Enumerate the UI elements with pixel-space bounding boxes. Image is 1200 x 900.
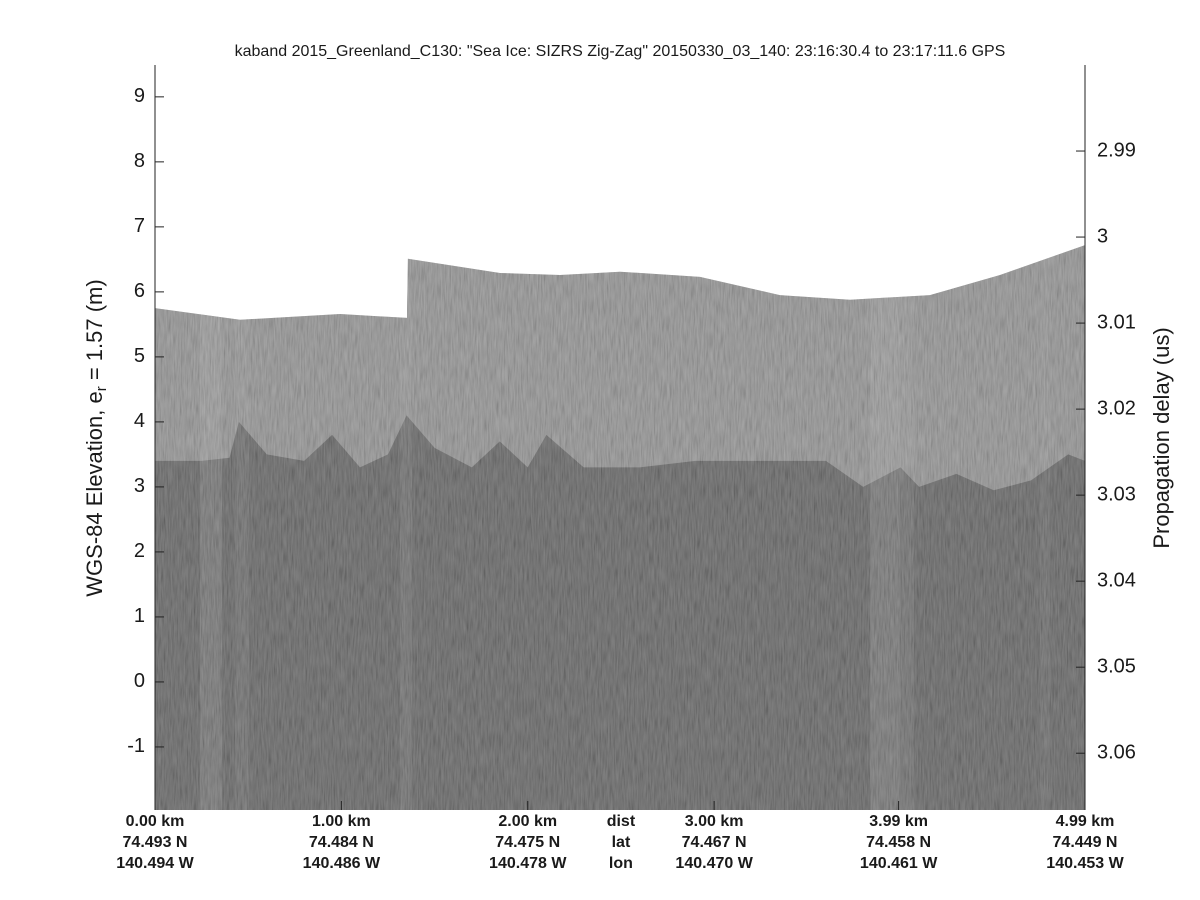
x-tick-label: 3.99 km (869, 813, 928, 830)
y-tick-label: 4 (134, 410, 145, 432)
y-label-sub: r (93, 386, 110, 391)
y-label-main: WGS-84 Elevation, e (82, 391, 107, 596)
y2-tick-label: 3.03 (1097, 483, 1136, 505)
y-tick-label: 5 (134, 345, 145, 367)
x-tick-lat: 74.458 N (866, 834, 931, 851)
y-axis-label: WGS-84 Elevation, er = 1.57 (m) (82, 279, 110, 596)
x-tick-lat: 74.484 N (309, 834, 374, 851)
x-tick-lat: 74.467 N (682, 834, 747, 851)
y-tick-label: 1 (134, 605, 145, 627)
y2-tick-label: 3.05 (1097, 655, 1136, 677)
x-tick-label: 4.99 km (1056, 813, 1115, 830)
y2-tick-label: 3 (1097, 225, 1108, 247)
y2-tick-label: 3.01 (1097, 311, 1136, 333)
y2-tick-label: 2.99 (1097, 139, 1136, 161)
y2-tick-label: 3.02 (1097, 397, 1136, 419)
y-tick-label: -1 (127, 735, 145, 757)
x-tick-lon: 140.486 W (303, 855, 381, 872)
x-tick-label: 0.00 km (126, 813, 185, 830)
y2-tick-label: 3.04 (1097, 569, 1136, 591)
y-tick-label: 8 (134, 150, 145, 172)
x-row-name: lat (612, 834, 631, 851)
y-label-rest: = 1.57 (m) (82, 279, 107, 386)
x-tick-lat: 74.493 N (123, 834, 188, 851)
x-tick-label: 3.00 km (685, 813, 744, 830)
y2-tick-label: 3.06 (1097, 742, 1136, 764)
grain (155, 245, 1085, 810)
x-tick-label: 2.00 km (498, 813, 557, 830)
y-tick-label: 0 (134, 670, 145, 692)
x-tick-label: 1.00 km (312, 813, 371, 830)
x-tick-lon: 140.494 W (116, 855, 194, 872)
y-tick-label: 6 (134, 280, 145, 302)
y-tick-label: 3 (134, 475, 145, 497)
x-row-name: dist (607, 813, 636, 830)
x-tick-lon: 140.461 W (860, 855, 938, 872)
x-tick-lat: 74.475 N (495, 834, 560, 851)
x-tick-lon: 140.470 W (675, 855, 753, 872)
x-tick-lon: 140.478 W (489, 855, 567, 872)
y-tick-label: 2 (134, 540, 145, 562)
x-row-name: lon (609, 855, 633, 872)
y-tick-label: 9 (134, 85, 145, 107)
y-tick-label: 7 (134, 215, 145, 237)
y2-axis-label: Propagation delay (us) (1149, 327, 1174, 548)
x-tick-lon: 140.453 W (1046, 855, 1124, 872)
x-tick-lat: 74.449 N (1053, 834, 1118, 851)
chart-title: kaband 2015_Greenland_C130: "Sea Ice: SI… (235, 43, 1006, 60)
